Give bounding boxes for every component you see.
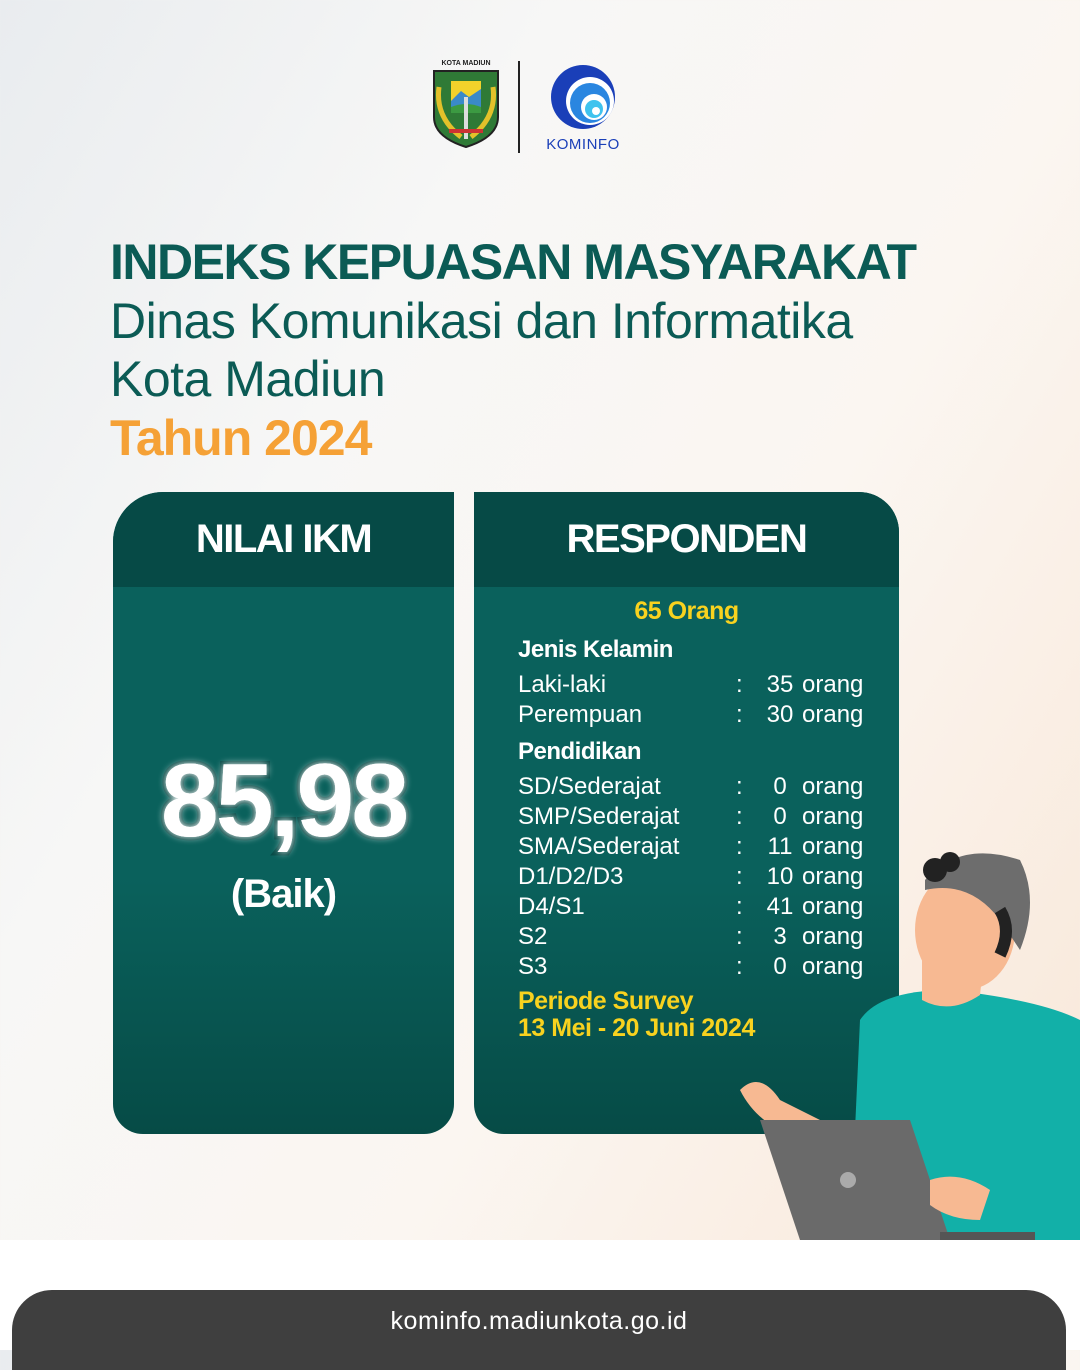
stat-label: Perempuan [518, 701, 643, 728]
stat-separator: : [736, 701, 743, 728]
ikm-score: 85,98 [157, 740, 412, 863]
stat-label: D4/S1 [518, 893, 585, 920]
stat-value: 0 [773, 803, 787, 830]
title-year: Tahun 2024 [110, 410, 372, 466]
stat-label: Laki-laki [518, 671, 607, 698]
stat-label: SD/Sederajat [518, 773, 661, 800]
stat-separator: : [736, 773, 743, 800]
kominfo-emblem-icon [551, 65, 615, 129]
title-city: Kota Madiun [110, 351, 386, 407]
stat-separator: : [736, 893, 743, 920]
stat-row: S2: 3 orang [518, 922, 899, 952]
ikm-header: NILAI IKM [113, 492, 454, 587]
stat-label: SMP/Sederajat [518, 803, 680, 830]
stat-separator: : [736, 803, 743, 830]
stat-value: 30 [766, 701, 794, 728]
stat-row: Perempuan:30 orang [518, 700, 899, 730]
stat-unit: orang [802, 833, 864, 860]
stat-separator: : [736, 953, 743, 980]
stat-separator: : [736, 833, 743, 860]
stat-row: SMA/Sederajat:11 orang [518, 832, 899, 862]
stat-value: 35 [766, 671, 794, 698]
ikm-card: NILAI IKM 85,98 (Baik) [113, 492, 454, 1134]
stat-unit: orang [802, 803, 864, 830]
stat-value: 41 [766, 893, 794, 920]
stat-unit: orang [802, 773, 864, 800]
responden-header: RESPONDEN [474, 492, 899, 587]
stat-unit: orang [802, 863, 864, 890]
kota-madiun-logo: KOTA MADIUN [430, 60, 502, 154]
gender-title: Jenis Kelamin [518, 636, 673, 663]
person-with-laptop-illustration [740, 852, 1080, 1240]
education-title: Pendidikan [518, 738, 642, 765]
stat-label: S2 [518, 923, 548, 950]
logos: KOTA MADIUN KOMINFO [430, 60, 620, 154]
stat-row: SD/Sederajat: 0 orang [518, 772, 899, 802]
stat-label: S3 [518, 953, 548, 980]
responden-total: 65 Orang [634, 597, 739, 625]
ikm-category: (Baik) [230, 872, 337, 916]
stat-label: D1/D2/D3 [518, 863, 624, 890]
stat-separator: : [736, 863, 743, 890]
logo-divider [518, 61, 520, 153]
stat-unit: orang [802, 953, 864, 980]
stat-row: SMP/Sederajat: 0 orang [518, 802, 899, 832]
stat-unit: orang [802, 701, 864, 728]
title-main: INDEKS KEPUASAN MASYARAKAT [110, 234, 917, 290]
stat-separator: : [736, 923, 743, 950]
stat-unit: orang [802, 893, 864, 920]
stat-label: SMA/Sederajat [518, 833, 680, 860]
period-dates: 13 Mei - 20 Juni 2024 [518, 1014, 755, 1042]
stat-row: S3: 0 orang [518, 952, 899, 982]
stat-row: Laki-laki:35 orang [518, 670, 899, 700]
coat-of-arms-icon [433, 70, 499, 149]
stat-row: D4/S1:41 orang [518, 892, 899, 922]
stat-value: 0 [773, 773, 787, 800]
stat-separator: : [736, 671, 743, 698]
footer-bar: kominfo.madiunkota.go.id [12, 1290, 1066, 1370]
stat-unit: orang [802, 923, 864, 950]
stat-value: 3 [773, 923, 787, 950]
stat-value: 10 [766, 863, 794, 890]
stat-unit: orang [802, 671, 864, 698]
title-agency: Dinas Komunikasi dan Informatika [110, 293, 853, 349]
period-title: Periode Survey [518, 987, 694, 1015]
stat-row: D1/D2/D3:10 orang [518, 862, 899, 892]
stat-value: 0 [773, 953, 787, 980]
stat-value: 11 [767, 833, 793, 860]
kominfo-logo: KOMINFO [546, 61, 620, 153]
page-title: INDEKS KEPUASAN MASYARAKAT Dinas Komunik… [110, 232, 917, 468]
website-url[interactable]: kominfo.madiunkota.go.id [390, 1307, 688, 1335]
responden-card: RESPONDEN 65 Orang Jenis Kelamin Laki-la… [474, 492, 899, 1134]
